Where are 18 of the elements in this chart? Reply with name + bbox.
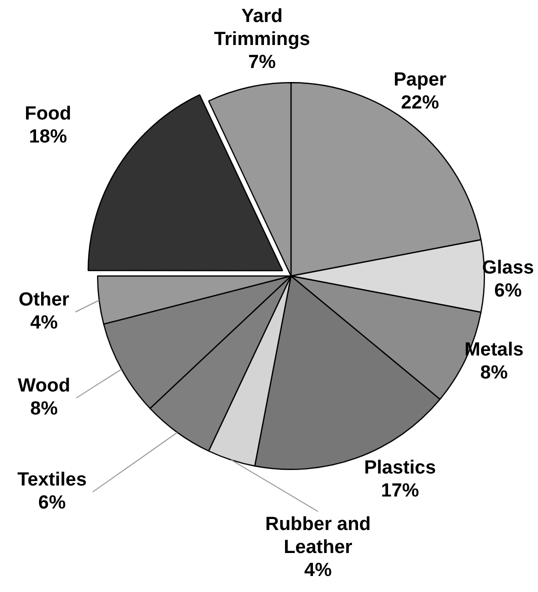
slice-label: Paper bbox=[394, 70, 448, 91]
data-label: 4% bbox=[304, 560, 332, 582]
data-label: 18% bbox=[28, 126, 68, 148]
slice-label: Rubber and Leather bbox=[265, 514, 371, 558]
slice-label: Plastics bbox=[364, 458, 436, 479]
data-label: 4% bbox=[30, 312, 58, 334]
data-label: 8% bbox=[480, 362, 508, 384]
data-label: 6% bbox=[38, 492, 66, 514]
slice-label: Wood bbox=[18, 376, 70, 397]
slice-label: Food bbox=[24, 104, 72, 125]
slice-label: Other bbox=[18, 290, 70, 311]
slice-label: Textiles bbox=[17, 470, 87, 491]
data-label: 22% bbox=[400, 92, 440, 114]
slice-label: Yard Trimmings bbox=[214, 6, 310, 50]
data-label: 7% bbox=[248, 52, 276, 74]
data-label: 6% bbox=[494, 280, 522, 302]
data-label: 8% bbox=[30, 398, 58, 420]
data-label: 17% bbox=[380, 480, 420, 502]
